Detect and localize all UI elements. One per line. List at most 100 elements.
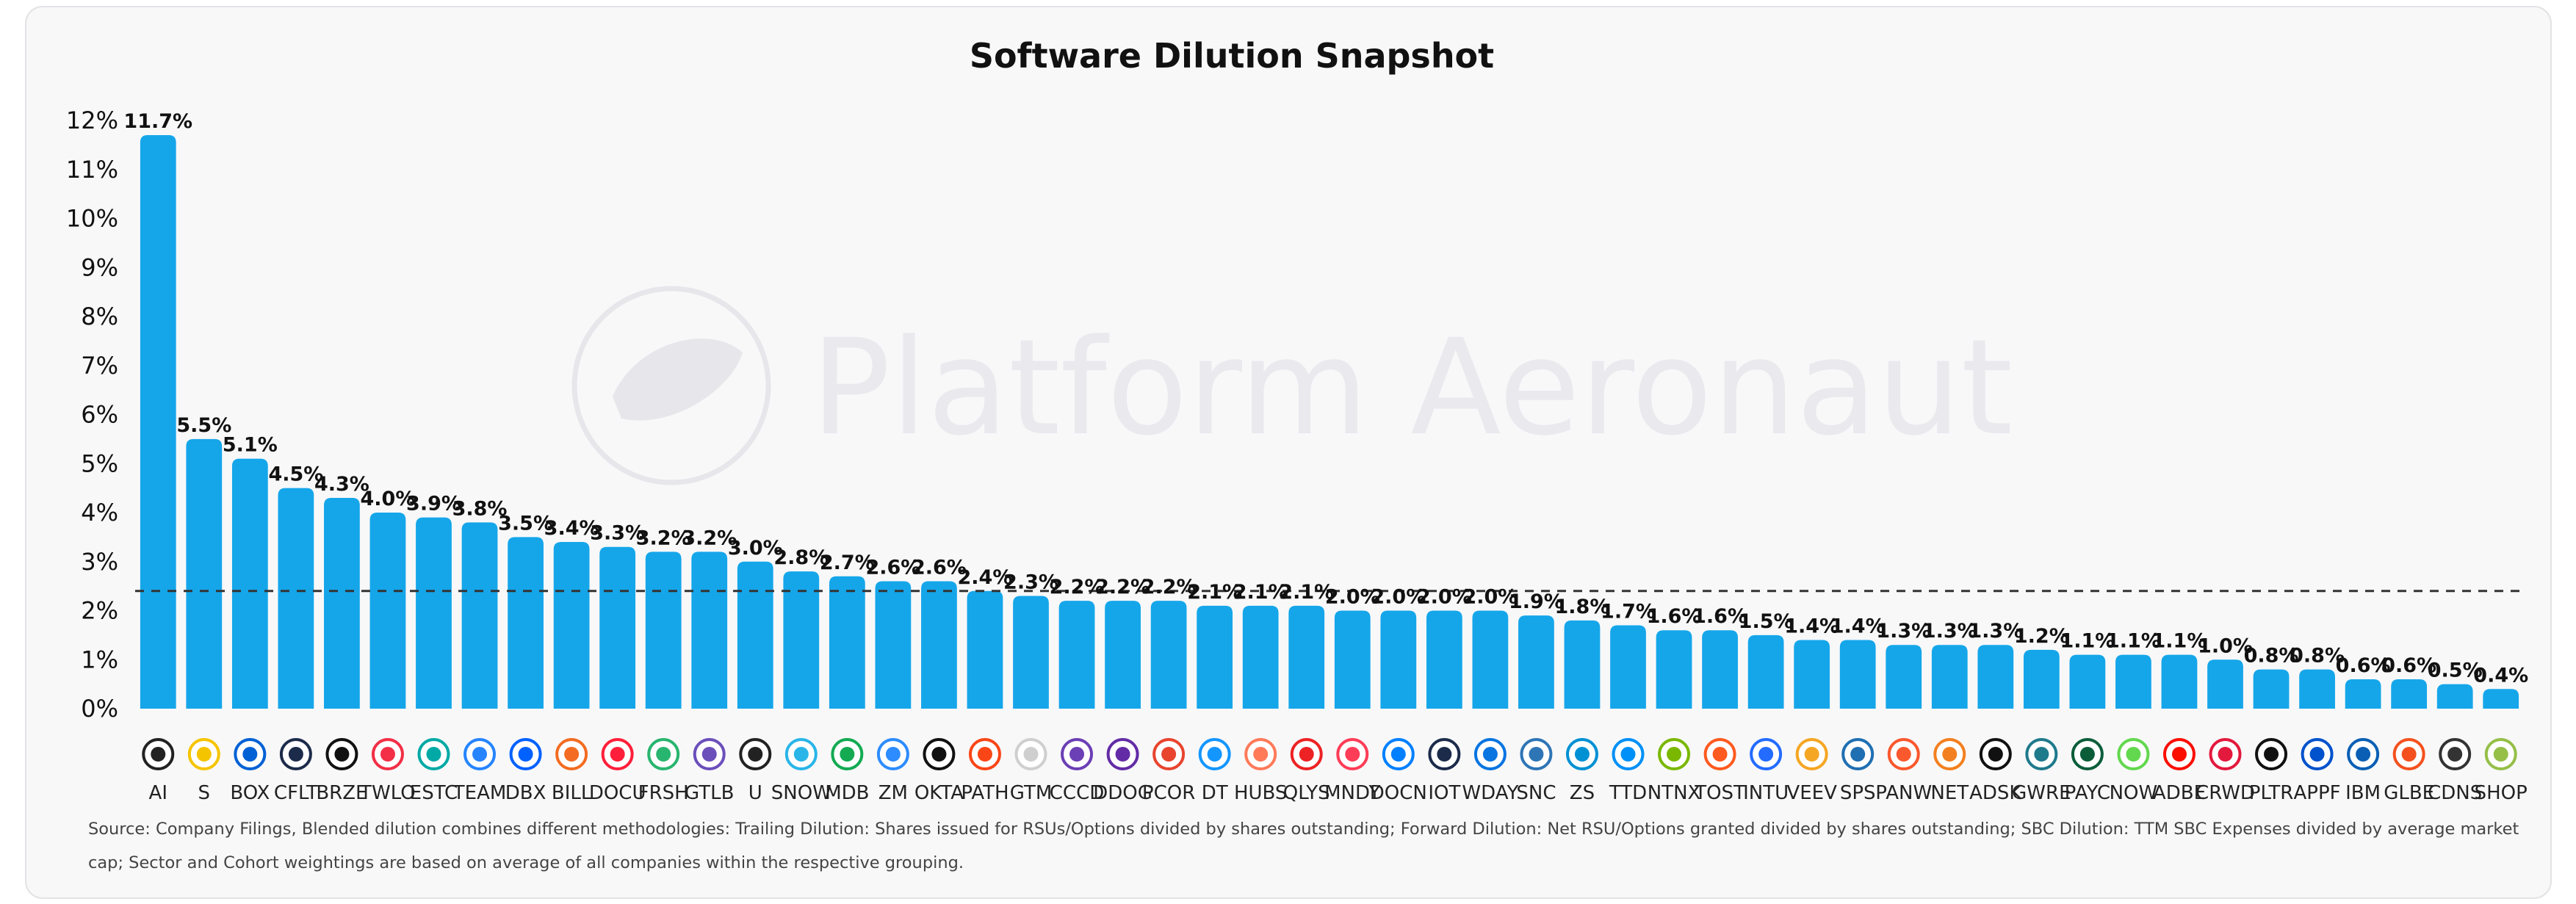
x-tick-label: PANW [1875,782,1932,804]
x-tick-label: PAYC [2065,782,2110,804]
company-logo-icon [1473,738,1507,770]
y-tick-label: 8% [81,303,118,330]
logo-dot [610,747,625,762]
logo-dot [931,747,947,762]
x-tick-label: BRZE [316,782,367,804]
company-logo-icon [784,738,818,770]
data-label: 3.4% [544,517,599,540]
x-tick-label: GWRE [2012,782,2071,804]
bar-adsk [1977,645,2014,709]
bar-cdns [2436,684,2473,709]
x-tick-label: INTU [1743,782,1789,804]
data-label: 2.0% [1371,586,1426,609]
x-tick-label: CRWD [2196,782,2255,804]
bar-dbx [508,537,544,709]
company-logo-icon [142,738,175,770]
data-label: 3.5% [498,512,553,535]
logo-dot [2493,747,2508,762]
logo-dot [701,747,717,762]
source-note: Source: Company Filings, Blended dilutio… [88,820,2519,872]
logo-dot [1299,747,1314,762]
x-tick-label: SPS [1840,782,1876,804]
logo-dot [2356,747,2371,762]
bar-cccd [1058,601,1095,709]
company-logo-icon [1658,738,1691,770]
company-logo-icon [647,738,680,770]
logo-dot [1896,747,1911,762]
y-tick-label: 12% [66,106,118,134]
bar-estc [416,517,452,709]
y-tick-label: 11% [66,156,118,184]
logo-dot [1482,747,1498,762]
bar-glbe [2391,679,2428,709]
logo-dot [334,747,350,762]
data-label: 1.7% [1601,601,1656,623]
logo-dot [1758,747,1774,762]
x-tick-label: ADBE [2153,782,2206,804]
x-tick-label: SHOP [2475,782,2528,804]
y-tick-label: 6% [81,401,118,429]
company-logo-icon [601,738,634,770]
bar-now [2115,654,2151,709]
x-tick-label: SNOW [771,782,831,804]
logo-dot [1529,747,1544,762]
data-label: 0.5% [2428,659,2483,682]
data-label: 1.9% [1509,590,1564,613]
company-logo-icon [2117,738,2150,770]
company-logo-icon [739,738,772,770]
data-label: 0.8% [2290,645,2345,668]
logo-dot [196,747,212,762]
bar-intu [1747,634,1784,709]
company-logo-icon [831,738,864,770]
x-tick-label: CDNS [2428,782,2482,804]
chart-title: Software Dilution Snapshot [970,36,1494,76]
company-logo-icon [1979,738,2012,770]
logo-dot [1988,747,2003,762]
data-label: 2.0% [1325,586,1380,609]
company-logo-icon [1750,738,1783,770]
x-tick-label: IBM [2345,782,2381,804]
chart-card: Platform Aeronaut Software Dilution Snap… [25,6,2552,899]
x-tick-label: GTLB [685,782,734,804]
bar-zs [1564,620,1601,709]
x-tick-label: TTD [1609,782,1647,804]
company-logo-icon [1520,738,1553,770]
logo-dot [885,747,901,762]
logo-dot [380,747,395,762]
logo-dot [2079,747,2095,762]
logo-dot [1069,747,1085,762]
chart: Platform Aeronaut Software Dilution Snap… [66,36,2528,804]
company-logo-icon [325,738,358,770]
data-label: 0.6% [2336,654,2391,677]
data-label: 2.2% [1095,576,1150,599]
company-logo-icon [1428,738,1461,770]
data-label: 3.9% [406,493,461,516]
data-label: 2.6% [865,556,920,579]
logo-dot [151,747,166,762]
company-logo-icon [555,738,588,770]
data-label: 2.2% [1141,576,1197,599]
bar-snow [783,571,820,709]
x-tick-label: SNC [1516,782,1556,804]
logo-dot [2171,747,2187,762]
data-label: 2.2% [1050,576,1105,599]
logo-dot [748,747,763,762]
bar-ddog [1105,601,1141,709]
company-logo-icon [1106,738,1139,770]
logo-dot [977,747,992,762]
data-label: 5.5% [176,414,231,437]
bar-qlys [1288,605,1325,709]
bar-bill [553,542,590,709]
data-label: 11.7% [123,110,192,133]
x-tick-label: GLBE [2384,782,2434,804]
bar-twlo [369,513,406,709]
x-tick-label: ESTC [410,782,458,804]
company-logo-icon [1795,738,1828,770]
company-logo-icon [2439,738,2472,770]
bar-ttd [1610,625,1646,709]
logo-dot [518,747,533,762]
logo-dot [1804,747,1819,762]
x-tick-label: MNDY [1324,782,1380,804]
company-logo-icon [1933,738,1966,770]
